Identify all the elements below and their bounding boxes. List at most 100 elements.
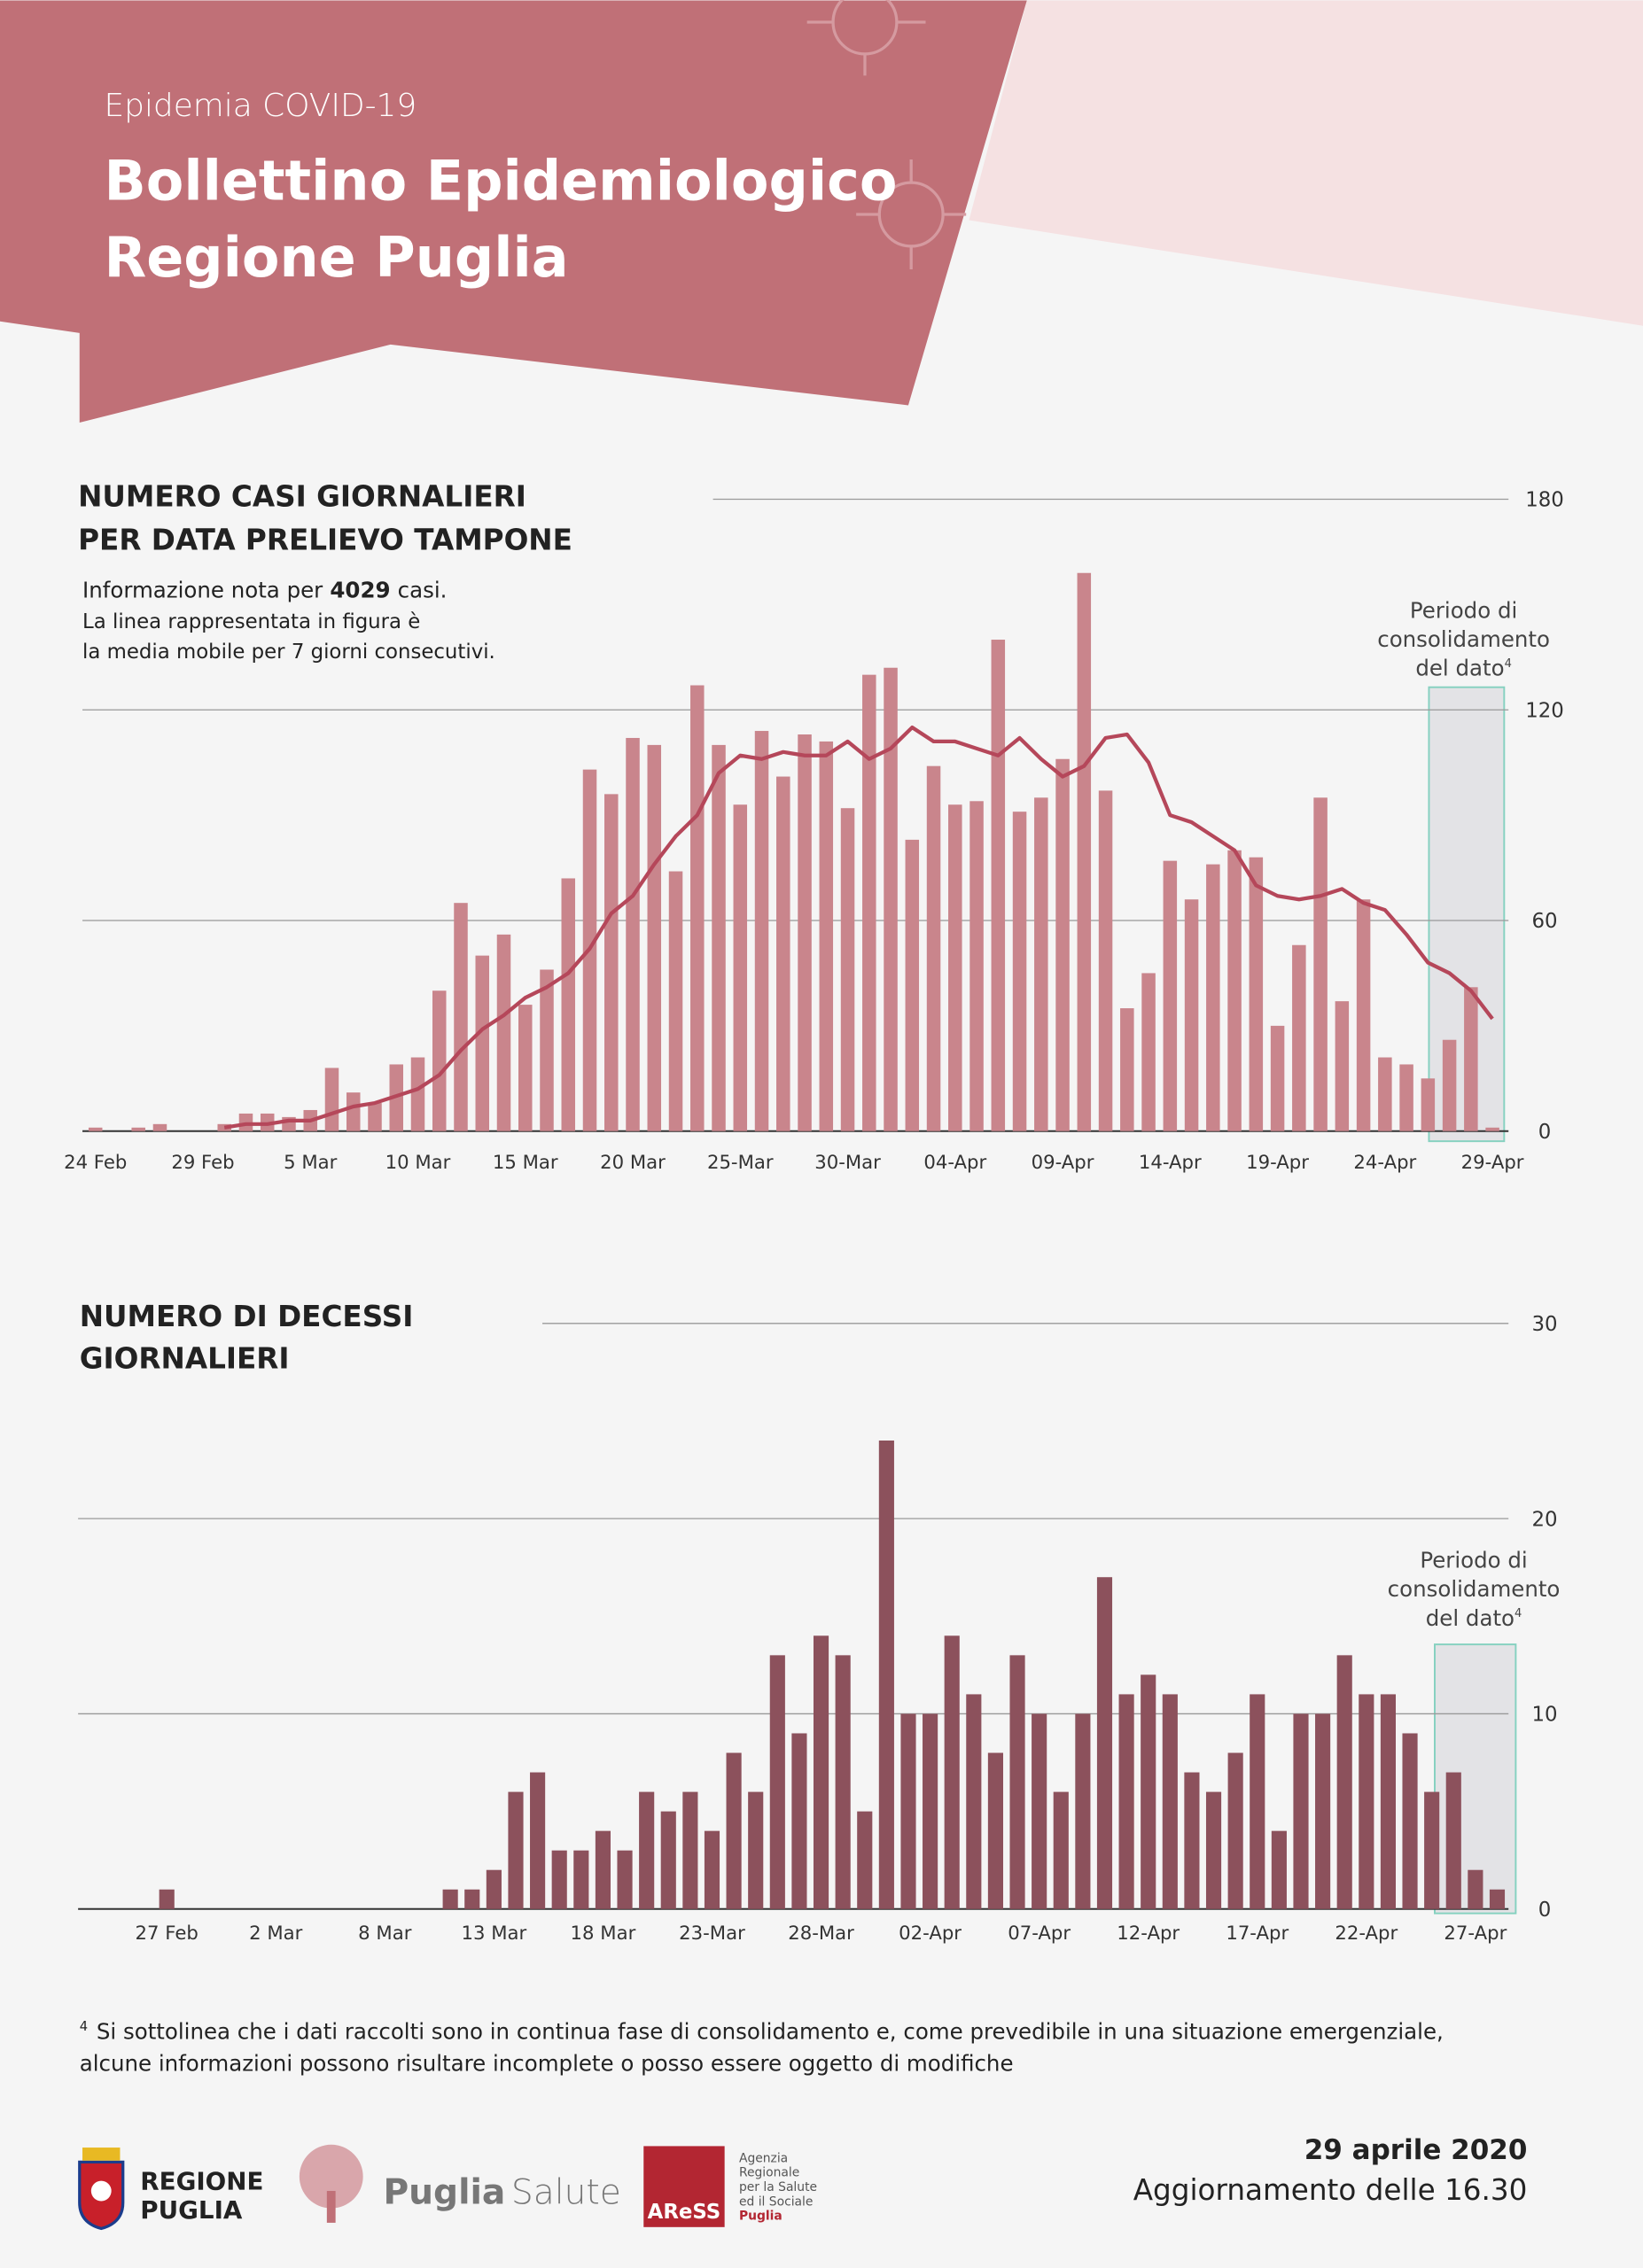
bar (682, 1791, 698, 1909)
bar (884, 667, 898, 1131)
bar (776, 776, 790, 1131)
bar (900, 1713, 916, 1909)
x-tick-label: 25-Mar (707, 1152, 774, 1174)
bar (1402, 1733, 1418, 1909)
bar (1336, 1655, 1352, 1909)
bar (561, 878, 576, 1131)
footnote: 4 Si sottolinea che i dati raccolti sono … (80, 2019, 1444, 2045)
bar (1335, 1001, 1350, 1131)
bar (1250, 1694, 1265, 1909)
chart-title: NUMERO DI DECESSI (80, 1300, 414, 1333)
note: La linea rappresentata in figura è (82, 610, 420, 633)
note: Informazione nota per 4029 casi. (82, 578, 447, 603)
aress-mark: AReSS (648, 2201, 721, 2224)
bar (131, 1127, 145, 1131)
footnote-line: alcune informazioni possono risultare in… (80, 2051, 1014, 2077)
x-tick-label: 15 Mar (493, 1152, 558, 1174)
bar (1227, 850, 1242, 1131)
bar (1009, 1655, 1025, 1909)
x-tick-label: 02-Apr (899, 1922, 962, 1945)
bar (432, 990, 447, 1131)
annotation-line: Periodo di (1410, 597, 1517, 623)
bar (840, 808, 855, 1131)
bar (1184, 899, 1199, 1131)
bar (704, 1830, 720, 1909)
x-tick-label: 29 Feb (171, 1152, 234, 1174)
bar (819, 741, 834, 1131)
bar (1205, 1791, 1222, 1909)
bar (496, 934, 511, 1131)
bar (1468, 1869, 1483, 1909)
bar (1270, 1025, 1285, 1131)
bar (626, 737, 640, 1131)
bar (475, 955, 490, 1131)
y-tick-label: 60 (1531, 910, 1557, 933)
bar (862, 674, 876, 1131)
x-tick-label: 2 Mar (249, 1922, 303, 1945)
bar (1163, 860, 1178, 1131)
bar (1141, 1674, 1156, 1909)
annotation-line: consolidamento (1377, 626, 1550, 652)
note-text: casi. (398, 578, 448, 603)
x-tick-label: 27-Apr (1444, 1922, 1507, 1945)
bar (1162, 1694, 1178, 1909)
aress-text: Puglia (739, 2210, 783, 2224)
bar (1075, 1713, 1091, 1909)
bar (1315, 1713, 1331, 1909)
bar (88, 1127, 103, 1131)
x-tick-label: 24 Feb (64, 1152, 127, 1174)
header-band (0, 0, 1027, 423)
x-tick-label: 18 Mar (571, 1922, 636, 1945)
bar (733, 804, 748, 1131)
bar (948, 804, 962, 1131)
note-text: Informazione nota per (82, 578, 323, 603)
bar (454, 903, 468, 1131)
bar (798, 734, 812, 1131)
bar (152, 1123, 167, 1131)
x-tick-label: 12-Apr (1117, 1922, 1180, 1945)
annotation: del dato4 (1426, 1605, 1522, 1631)
bar (1293, 1713, 1309, 1909)
bar (748, 1791, 764, 1909)
moving-average-line (223, 725, 1494, 1130)
bar (668, 871, 683, 1131)
x-tick-label: 04-Apr (923, 1152, 986, 1174)
bar (944, 1635, 960, 1909)
annotation: Periodo di (1410, 597, 1517, 623)
logo-aress: AReSS Agenzia Regionale per la Salute ed… (643, 2146, 817, 2227)
bar (1249, 857, 1264, 1131)
bar (1098, 790, 1113, 1131)
bar (1424, 1791, 1440, 1909)
bar (991, 640, 1006, 1131)
chart-title: PER DATA PRELIEVO TAMPONE (78, 524, 572, 557)
footnote-marker: 4 (80, 2019, 88, 2034)
x-tick-label: 27 Feb (136, 1922, 199, 1945)
bar (1313, 797, 1328, 1131)
bar (1053, 1791, 1069, 1909)
bar (518, 1005, 533, 1131)
x-tick-label: 19-Apr (1246, 1152, 1309, 1174)
bar (660, 1811, 676, 1909)
bar (1442, 1039, 1457, 1131)
bar (1032, 1713, 1047, 1909)
salute-word: Salute (511, 2173, 621, 2213)
bar (1055, 758, 1070, 1131)
bar (1292, 944, 1306, 1131)
bar (1077, 572, 1092, 1131)
aress-text: Regionale (739, 2166, 799, 2180)
annotation-line: Periodo di (1420, 1548, 1527, 1573)
bar (1421, 1078, 1436, 1131)
bar (346, 1092, 361, 1131)
aress-text: ed il Sociale (739, 2194, 813, 2209)
bar (442, 1889, 458, 1909)
bar (1485, 1127, 1499, 1131)
bar (159, 1889, 175, 1909)
annotation-sup: 4 (1505, 657, 1512, 671)
x-tick-label: 17-Apr (1226, 1922, 1289, 1945)
note-count: 4029 (330, 578, 390, 603)
bar (1012, 812, 1027, 1131)
bar (857, 1811, 873, 1909)
bar (217, 1123, 231, 1131)
bar (1271, 1830, 1287, 1909)
